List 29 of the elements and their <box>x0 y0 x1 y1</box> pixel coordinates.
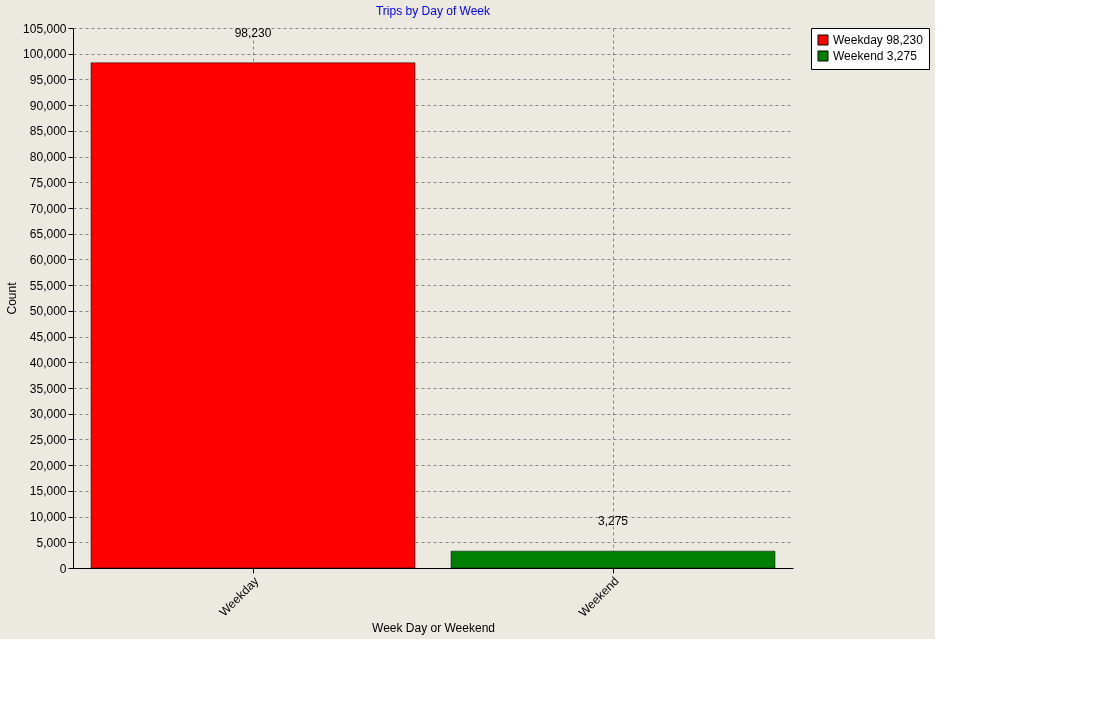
y-tick-label: 85,000 <box>29 124 67 139</box>
y-tick-label: 50,000 <box>29 304 67 319</box>
legend-label: Weekend 3,275 <box>833 49 918 63</box>
y-tick-label: 25,000 <box>29 432 67 447</box>
chart-title: Trips by Day of Week <box>375 4 492 18</box>
y-tick-label: 105,000 <box>23 21 67 36</box>
y-tick-label: 0 <box>59 561 67 576</box>
y-tick-label: 40,000 <box>29 355 67 370</box>
data-label: 3,275 <box>597 514 629 529</box>
y-tick-label: 10,000 <box>29 510 67 525</box>
y-tick-label: 60,000 <box>29 252 67 267</box>
data-label: 98,230 <box>234 25 272 40</box>
x-axis-title: Week Day or Weekend <box>372 620 495 635</box>
y-tick-label: 5,000 <box>36 535 67 550</box>
legend-label: Weekday 98,230 <box>833 33 924 47</box>
y-tick-label: 30,000 <box>29 407 67 422</box>
y-tick-label: 65,000 <box>29 227 67 242</box>
y-tick-label: 90,000 <box>29 98 67 113</box>
y-tick-label: 35,000 <box>29 381 67 396</box>
y-tick-label: 70,000 <box>29 201 67 216</box>
y-tick-label: 45,000 <box>29 330 67 345</box>
y-axis-title: Count <box>5 281 20 315</box>
y-tick-label: 55,000 <box>29 278 67 293</box>
y-tick-label: 80,000 <box>29 150 67 165</box>
y-tick-label: 95,000 <box>29 72 67 87</box>
y-tick-label: 20,000 <box>29 458 67 473</box>
y-tick-label: 15,000 <box>29 484 67 499</box>
y-tick-label: 75,000 <box>29 175 67 190</box>
y-tick-label: 100,000 <box>23 47 67 62</box>
